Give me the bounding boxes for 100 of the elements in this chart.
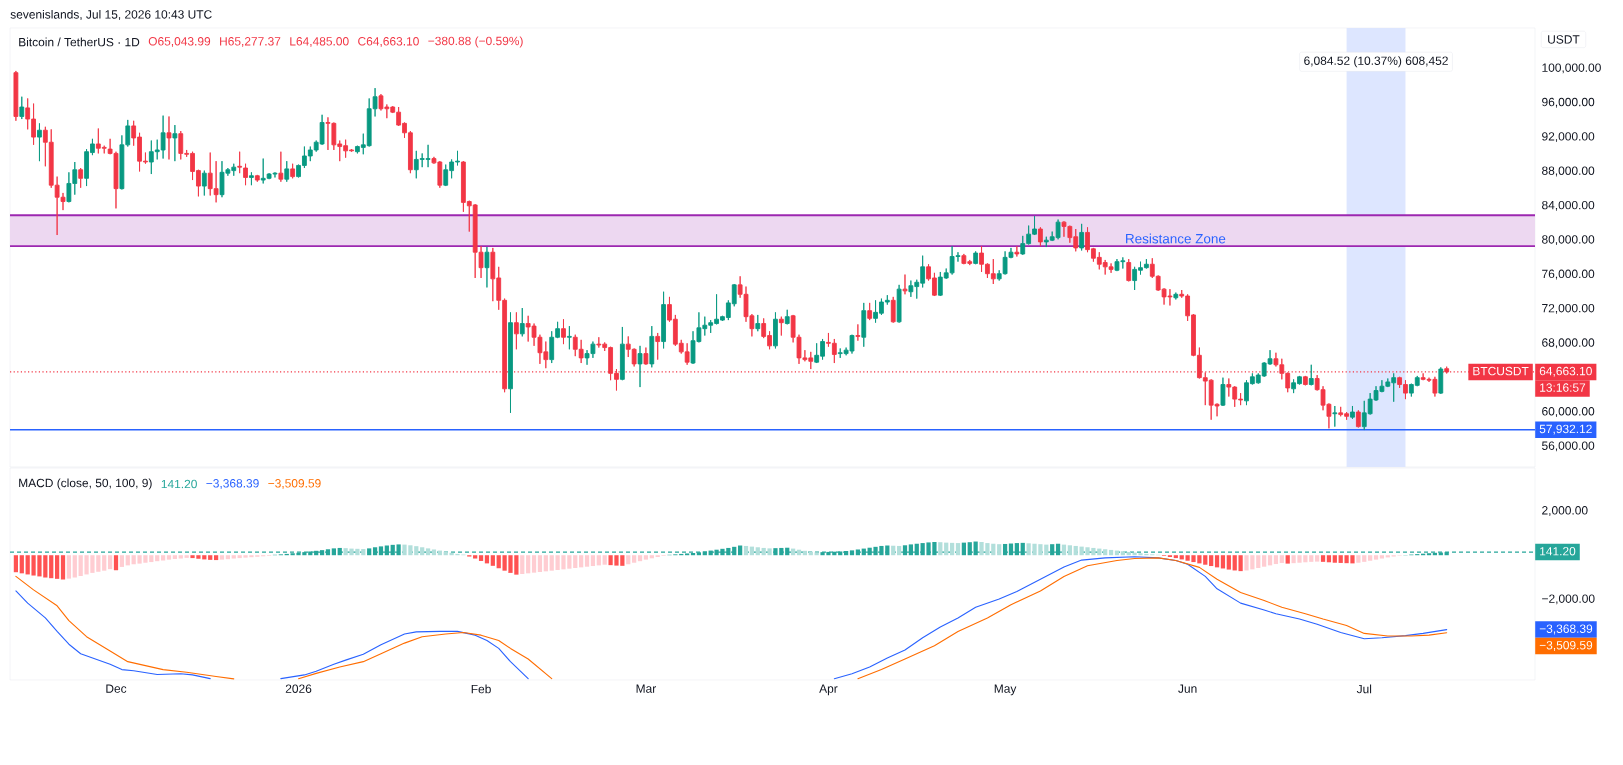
candlestick	[513, 311, 519, 350]
bar	[160, 555, 166, 561]
y-tick-label: 100,000.00	[1542, 63, 1601, 74]
bar	[955, 543, 961, 556]
candlestick	[1079, 223, 1085, 251]
bar	[1256, 555, 1261, 569]
candlestick	[508, 311, 513, 414]
bar	[849, 550, 855, 556]
y-tick-label: 72,000.00	[1542, 303, 1595, 314]
x-tick-label: 2026	[285, 684, 312, 693]
bar	[367, 548, 372, 556]
candlestick	[37, 122, 42, 162]
candlestick	[643, 347, 649, 366]
text: Bitcoin / TetherUS · 1D	[19, 37, 140, 47]
bar	[19, 555, 24, 574]
band-label: Resistance Zone	[1126, 233, 1226, 244]
bar	[1262, 555, 1267, 567]
bar	[632, 555, 637, 563]
candlestick	[13, 70, 19, 122]
bar	[1379, 555, 1385, 559]
bar	[590, 555, 596, 567]
bar	[961, 542, 966, 556]
bar	[172, 555, 177, 559]
bar	[1220, 555, 1226, 569]
candlestick	[973, 250, 979, 265]
candlestick	[1350, 405, 1355, 420]
y-tick-label: 60,000.00	[1542, 407, 1595, 417]
y-tick-label: 76,000.00	[1542, 269, 1595, 280]
x-tick-label: May	[994, 684, 1017, 696]
bar	[155, 555, 160, 562]
bar	[1209, 555, 1214, 567]
bar	[1285, 555, 1290, 564]
bar	[584, 555, 590, 567]
y-tick-label: 88,000.00	[1542, 166, 1595, 177]
y-tick-label: 92,000.00	[1542, 132, 1595, 143]
candlestick	[1438, 366, 1444, 395]
bar	[537, 555, 543, 572]
bar	[1173, 555, 1178, 559]
candlestick	[278, 151, 284, 183]
annotation: 141.20	[161, 479, 197, 489]
bar	[1373, 555, 1379, 560]
candlestick	[784, 309, 790, 325]
candlestick	[649, 325, 655, 368]
bar	[891, 545, 896, 556]
x-tick-label: Mar	[636, 684, 657, 693]
x-tick-label: Feb	[471, 684, 491, 694]
bar	[213, 555, 219, 561]
candlestick	[773, 311, 778, 349]
x-tick-label: Apr	[819, 684, 838, 696]
candlestick	[78, 167, 84, 189]
candlestick	[561, 318, 566, 345]
candlestick	[637, 345, 643, 388]
candlestick	[1355, 409, 1361, 428]
candlestick	[201, 170, 207, 196]
bar	[743, 545, 749, 556]
bar	[1309, 555, 1314, 562]
bar	[420, 547, 425, 556]
candlestick	[1308, 364, 1314, 386]
bar	[484, 555, 490, 564]
bar	[55, 555, 60, 579]
x-tick-label: Dec	[106, 684, 127, 693]
candlestick	[1014, 245, 1020, 257]
candlestick	[566, 325, 572, 350]
candlestick	[519, 307, 525, 337]
text: sevenislands, Jul 15, 2026 10:43 UTC	[10, 9, 212, 21]
bar	[431, 549, 437, 556]
bar	[49, 555, 54, 579]
candlestick	[254, 174, 260, 183]
bar	[425, 548, 431, 556]
bar	[1120, 551, 1125, 556]
bar	[938, 542, 943, 556]
candlestick	[1173, 292, 1179, 300]
bar	[626, 555, 631, 565]
candlestick	[1126, 258, 1132, 282]
y-tick-label: 80,000.00	[1542, 235, 1595, 246]
bar	[637, 555, 643, 562]
bar	[1368, 555, 1373, 561]
bar	[702, 551, 707, 556]
bar	[219, 555, 225, 560]
bar	[102, 555, 107, 571]
bar	[649, 555, 654, 559]
y-tick-label: 84,000.00	[1542, 200, 1595, 211]
candlestick	[861, 302, 867, 348]
candlestick	[867, 302, 873, 321]
annotation: O65,043.99	[148, 37, 211, 47]
bar	[997, 544, 1002, 556]
candlestick	[172, 124, 178, 162]
bar	[1226, 555, 1231, 570]
y-tick-label: 96,000.00	[1542, 97, 1595, 108]
bar	[184, 555, 189, 558]
bar	[1103, 549, 1108, 556]
candlestick	[284, 160, 290, 183]
bar	[579, 555, 584, 568]
bar	[13, 555, 19, 573]
bar	[231, 555, 236, 559]
bar	[490, 555, 495, 566]
bar	[944, 542, 949, 556]
y-tick-label: −2,000.00	[1542, 594, 1595, 605]
bar	[1320, 555, 1326, 562]
y-tick-label: 56,000.00	[1542, 441, 1595, 452]
